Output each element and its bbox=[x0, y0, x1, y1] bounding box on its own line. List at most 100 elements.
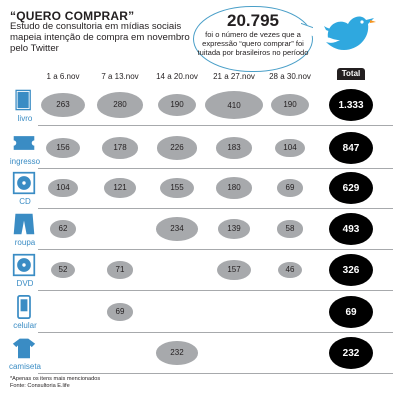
value-label: 121 bbox=[113, 183, 127, 193]
value-bubble: 139 bbox=[217, 218, 251, 240]
value-bubble: 71 bbox=[106, 261, 134, 279]
total-bubble: 1.333 bbox=[329, 89, 373, 121]
total-label: 69 bbox=[345, 306, 357, 318]
value-bubble: 121 bbox=[104, 178, 136, 198]
value-label: 155 bbox=[170, 183, 184, 193]
footnote-note: *Apenas os itens mais mencionados bbox=[10, 376, 101, 382]
total-label: 493 bbox=[342, 223, 360, 235]
value-bubble: 226 bbox=[156, 136, 198, 160]
total-bubble: 232 bbox=[329, 337, 373, 369]
value-label: 280 bbox=[113, 100, 127, 110]
value-label: 139 bbox=[227, 224, 241, 234]
total-label: 326 bbox=[342, 264, 360, 276]
value-label: 190 bbox=[283, 100, 297, 110]
value-bubble: 104 bbox=[275, 138, 305, 158]
value-bubble: 156 bbox=[45, 137, 81, 159]
pants-icon bbox=[13, 213, 35, 235]
row-label: roupa bbox=[14, 238, 36, 247]
value-bubble: 190 bbox=[158, 94, 196, 116]
total-label: 1.333 bbox=[338, 99, 364, 111]
total-label: 629 bbox=[342, 182, 360, 194]
tshirt-icon bbox=[12, 338, 36, 359]
value-bubble: 46 bbox=[277, 261, 303, 279]
value-bubble: 190 bbox=[271, 94, 309, 116]
cd-icon bbox=[12, 171, 36, 195]
twitter-bird-icon bbox=[324, 16, 376, 50]
row-label: camiseta bbox=[8, 362, 41, 371]
total-bubble: 326 bbox=[329, 254, 373, 286]
value-bubble: 58 bbox=[277, 220, 303, 238]
ticket-icon bbox=[13, 136, 35, 150]
value-bubble: 232 bbox=[156, 341, 198, 365]
value-label: 71 bbox=[115, 265, 125, 275]
value-bubble: 69 bbox=[276, 179, 304, 197]
value-bubble: 155 bbox=[159, 177, 195, 199]
value-label: 157 bbox=[227, 265, 241, 275]
value-bubble: 180 bbox=[215, 177, 253, 199]
row-separator bbox=[38, 332, 393, 333]
row-separator bbox=[38, 125, 393, 126]
total-bubble: 493 bbox=[329, 213, 373, 245]
chart-title: “QUERO COMPRAR” bbox=[10, 9, 135, 23]
value-bubble: 280 bbox=[97, 92, 143, 118]
total-bubble: 69 bbox=[329, 296, 373, 328]
value-label: 183 bbox=[227, 143, 241, 153]
footnote: *Apenas os itens mais mencionados Fonte:… bbox=[10, 376, 100, 390]
row-label: ingresso bbox=[9, 157, 41, 166]
column-header: 7 a 13.nov bbox=[101, 72, 139, 81]
value-label: 232 bbox=[170, 348, 184, 358]
value-bubble: 234 bbox=[156, 217, 198, 241]
value-bubble: 178 bbox=[101, 137, 139, 159]
value-label: 410 bbox=[227, 100, 241, 110]
value-label: 52 bbox=[58, 265, 68, 275]
value-bubble: 62 bbox=[50, 220, 76, 238]
row-separator bbox=[38, 168, 393, 169]
book-icon bbox=[15, 89, 31, 111]
value-label: 62 bbox=[58, 224, 68, 234]
value-label: 178 bbox=[113, 143, 127, 153]
row-label: DVD bbox=[16, 279, 34, 288]
callout-bubble: 20.795 foi o número de vezes que a expre… bbox=[193, 6, 313, 72]
value-label: 46 bbox=[285, 265, 295, 275]
column-header: 28 a 30.nov bbox=[269, 72, 311, 81]
row-label: livro bbox=[17, 114, 33, 123]
column-header: 1 a 6.nov bbox=[46, 72, 80, 81]
row-label: celular bbox=[13, 321, 37, 330]
row-separator bbox=[38, 373, 393, 374]
value-label: 69 bbox=[285, 183, 295, 193]
value-label: 234 bbox=[170, 224, 184, 234]
total-bubble: 629 bbox=[329, 172, 373, 204]
row-separator bbox=[38, 249, 393, 250]
value-bubble: 52 bbox=[50, 261, 76, 279]
row-separator bbox=[38, 208, 393, 209]
value-bubble: 69 bbox=[106, 303, 134, 321]
value-label: 180 bbox=[227, 183, 241, 193]
value-label: 263 bbox=[56, 100, 70, 110]
value-label: 58 bbox=[285, 224, 295, 234]
dvd-icon bbox=[12, 253, 36, 277]
total-header: Total bbox=[337, 68, 365, 80]
column-header: 14 a 20.nov bbox=[156, 72, 198, 81]
value-bubble: 104 bbox=[48, 178, 78, 198]
value-bubble: 157 bbox=[216, 259, 252, 281]
value-label: 104 bbox=[56, 183, 70, 193]
total-bubble: 847 bbox=[329, 132, 373, 164]
value-label: 69 bbox=[115, 307, 125, 317]
total-label: 232 bbox=[342, 347, 360, 359]
callout-number: 20.795 bbox=[227, 11, 279, 30]
column-header: 21 a 27.nov bbox=[213, 72, 255, 81]
phone-icon bbox=[17, 295, 31, 319]
total-label: 847 bbox=[342, 142, 360, 154]
value-label: 226 bbox=[170, 143, 184, 153]
value-bubble: 183 bbox=[215, 137, 253, 159]
value-label: 104 bbox=[283, 143, 297, 153]
row-separator bbox=[38, 290, 393, 291]
chart-subtitle: Estudo de consultoria em mídias sociais … bbox=[10, 21, 190, 54]
footnote-source: Fonte: Consultoria E.life bbox=[10, 383, 70, 389]
value-bubble: 263 bbox=[40, 92, 86, 118]
value-label: 156 bbox=[56, 143, 70, 153]
row-label: CD bbox=[19, 197, 31, 206]
callout-text: foi o número de vezes que a expressão “q… bbox=[197, 30, 309, 57]
value-label: 190 bbox=[170, 100, 184, 110]
value-bubble: 410 bbox=[205, 91, 263, 119]
